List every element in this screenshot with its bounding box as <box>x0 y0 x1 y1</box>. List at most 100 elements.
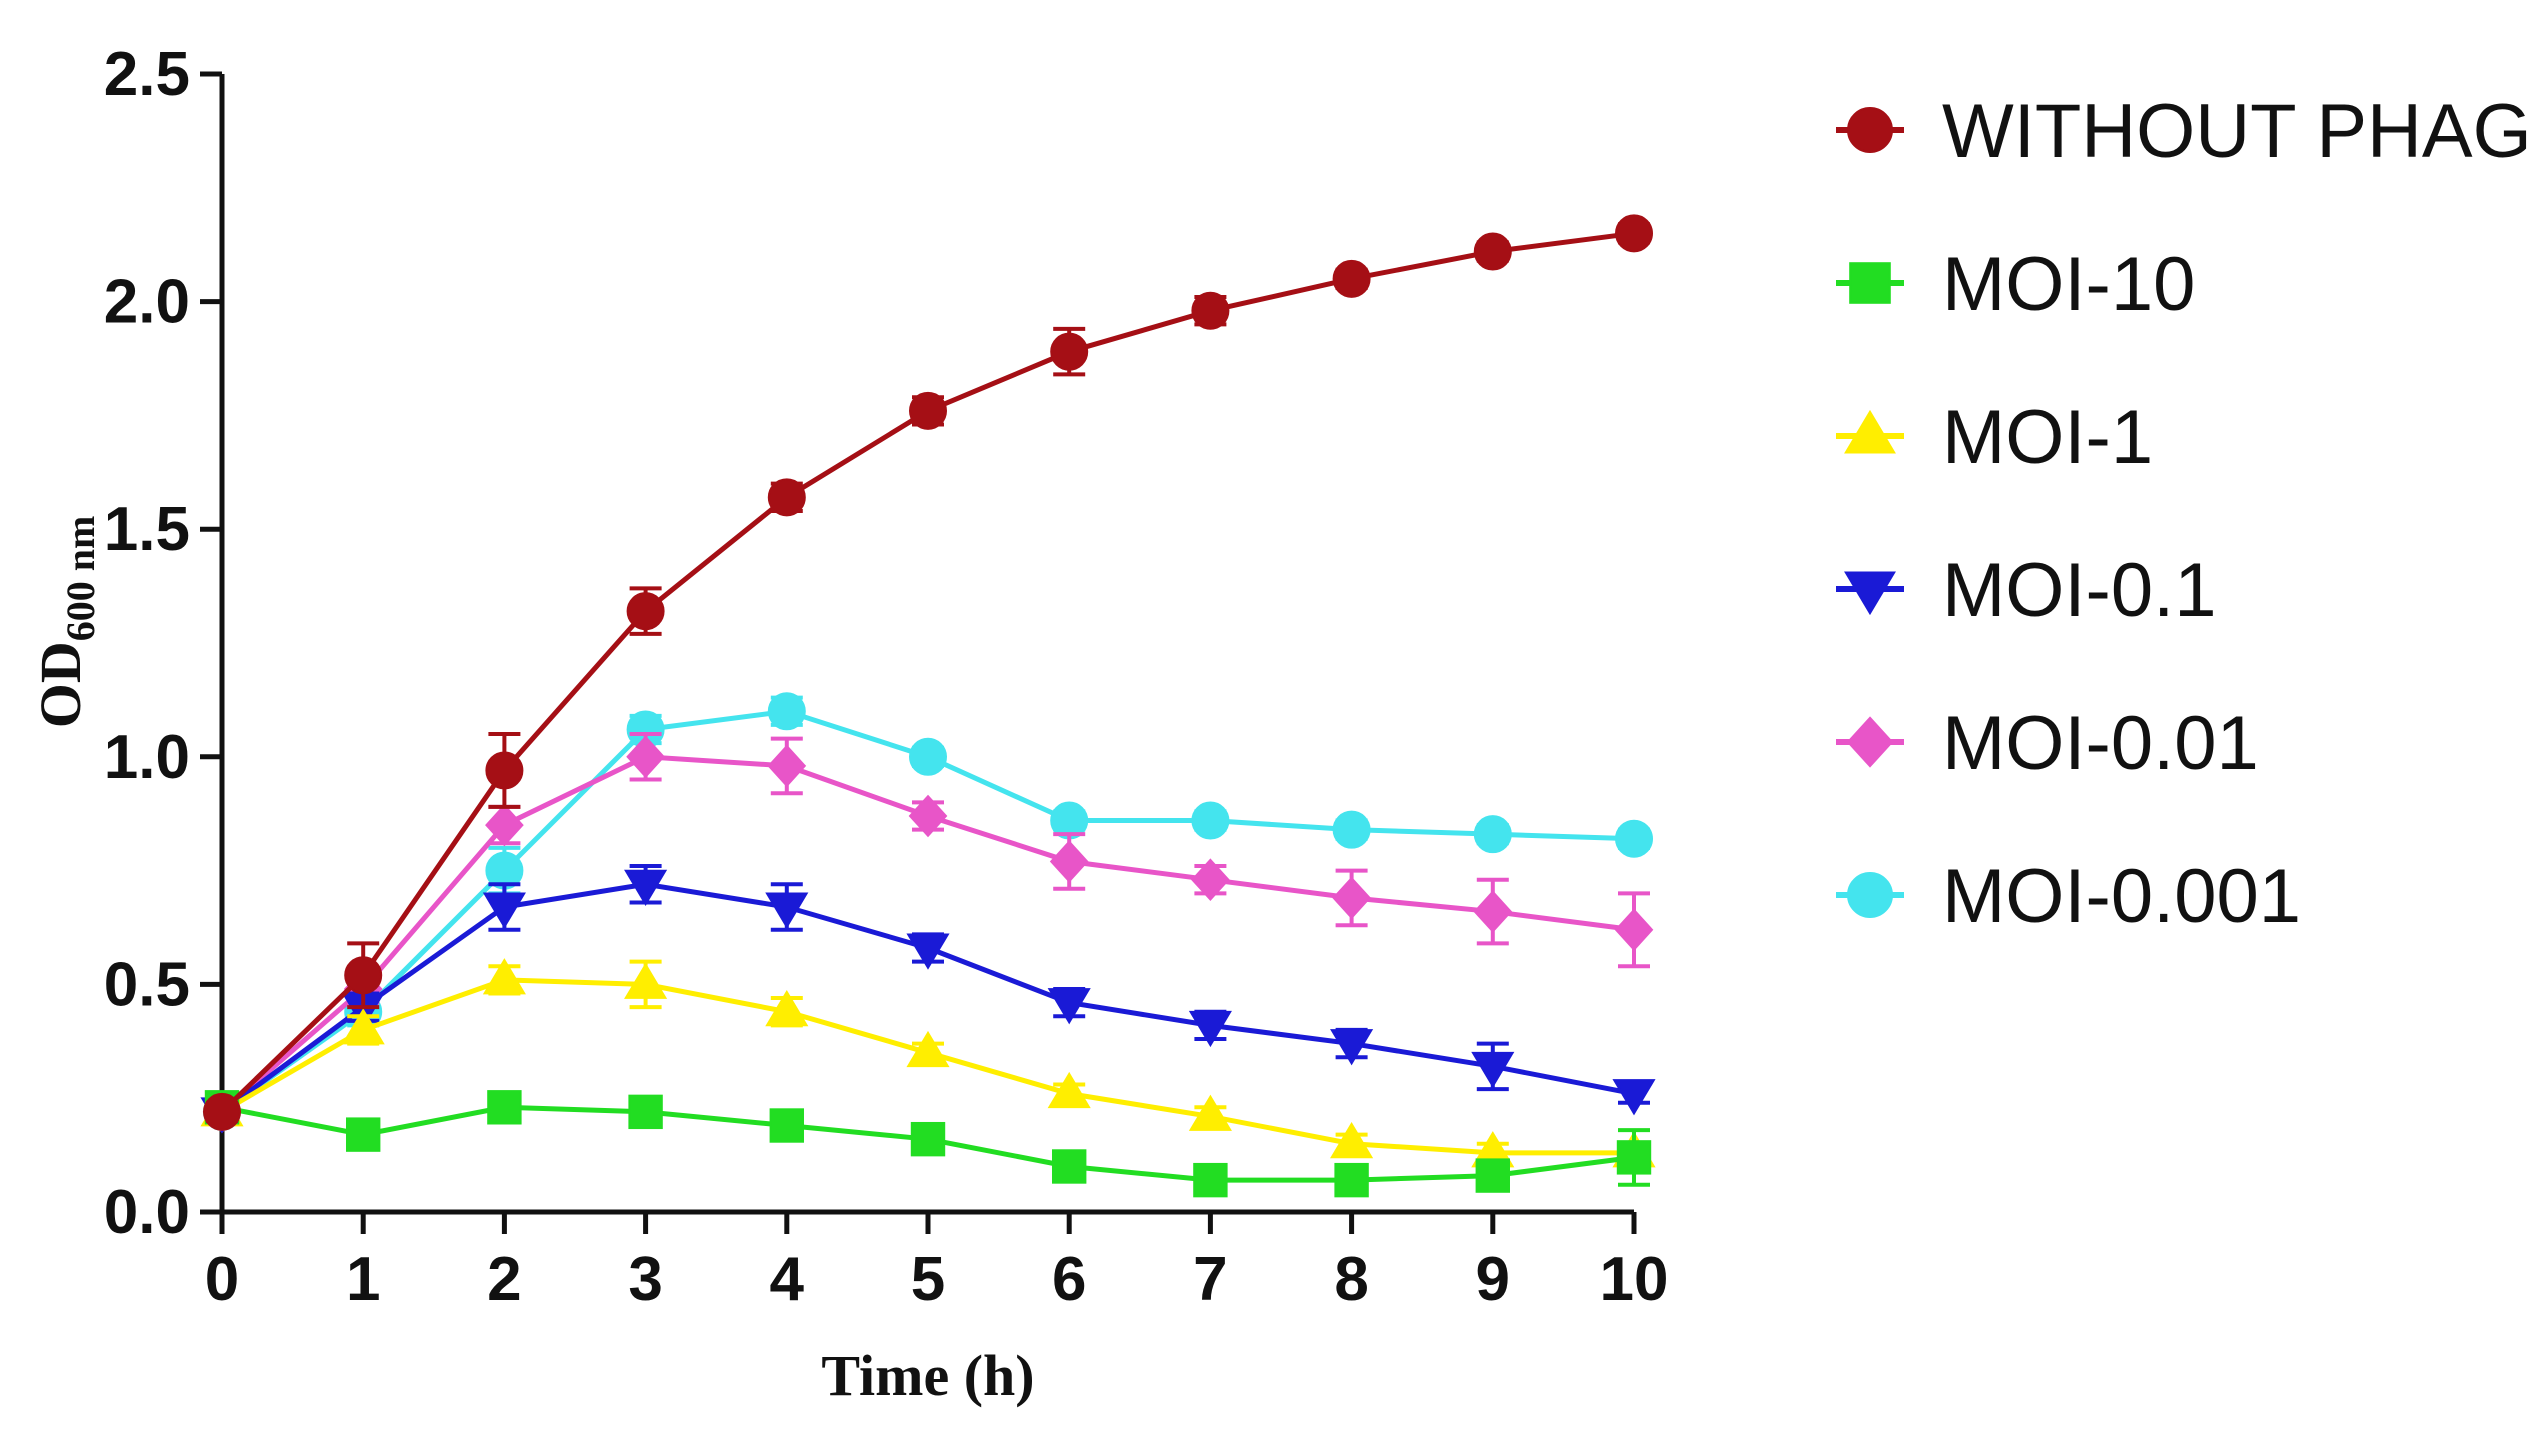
series-line <box>220 881 1635 1114</box>
data-point <box>626 592 665 631</box>
data-point <box>910 1121 946 1157</box>
data-point <box>909 391 947 430</box>
legend-label: WITHOUT PHAGE <box>1942 89 2531 174</box>
data-point <box>1193 1162 1228 1198</box>
data-point <box>1191 291 1230 330</box>
y-tick-label: 1.0 <box>104 723 190 792</box>
x-axis-title: Time (h) <box>821 1343 1034 1408</box>
y-tick-label: 0.0 <box>104 1178 190 1247</box>
data-point <box>1615 214 1653 253</box>
legend-item-moi-0-01: MOI-0.01 <box>1836 701 2259 786</box>
series-moi-10 <box>204 1090 1652 1198</box>
data-point <box>1191 801 1230 840</box>
legend-item-without-phage: WITHOUT PHAGE <box>1836 89 2531 174</box>
data-point <box>767 692 806 731</box>
data-point <box>628 1094 663 1130</box>
x-tick-label: 3 <box>628 1245 662 1314</box>
data-point <box>482 892 526 929</box>
y-tick-label: 1.5 <box>104 495 190 564</box>
data-point <box>1188 1010 1232 1048</box>
data-point <box>909 737 947 776</box>
data-point <box>908 794 948 838</box>
legend-label: MOI-0.1 <box>1942 548 2217 633</box>
legend-label: MOI-1 <box>1942 395 2153 480</box>
data-point <box>624 869 668 907</box>
data-point <box>1332 259 1371 298</box>
data-point <box>1049 840 1089 883</box>
y-axis-title-sub: 600 nm <box>58 516 103 642</box>
data-point <box>767 744 807 788</box>
data-point <box>1047 1071 1091 1109</box>
series-without-phage <box>203 214 1653 1131</box>
data-point <box>1332 876 1371 920</box>
legend-marker <box>1847 107 1893 153</box>
legend: WITHOUT PHAGE MOI-10 MOI-1 MOI-0.1 MOI-0.01 M… <box>1836 89 2531 939</box>
legend-marker <box>1849 262 1891 304</box>
data-point <box>769 1108 804 1143</box>
series-line <box>220 230 1635 1114</box>
x-tick-label: 8 <box>1334 1245 1368 1314</box>
data-point <box>767 478 806 517</box>
data-point <box>1332 810 1371 849</box>
data-point <box>626 735 665 779</box>
data-point <box>482 958 526 995</box>
data-point <box>1052 1149 1087 1184</box>
x-tick-label: 9 <box>1476 1245 1510 1314</box>
data-point <box>344 956 383 995</box>
data-point <box>341 1008 385 1045</box>
data-point <box>1612 1079 1656 1116</box>
legend-item-moi-1: MOI-1 <box>1836 395 2153 480</box>
data-point <box>1473 232 1512 271</box>
data-point <box>1047 988 1091 1025</box>
data-point <box>487 1090 522 1125</box>
data-point <box>485 803 524 847</box>
data-point <box>906 1030 950 1068</box>
data-point <box>1188 1094 1232 1131</box>
legend-label: MOI-0.001 <box>1942 854 2301 939</box>
data-point <box>1050 332 1089 371</box>
series-layer <box>200 214 1656 1198</box>
x-tick-label: 0 <box>205 1245 239 1314</box>
data-point <box>346 1117 381 1152</box>
data-point <box>1475 1158 1510 1193</box>
data-point <box>624 962 668 999</box>
y-tick-label: 2.5 <box>104 40 190 109</box>
data-point <box>203 1092 241 1131</box>
x-tick-label: 2 <box>487 1245 521 1314</box>
svg-text:OD600 nm: OD600 nm <box>28 516 103 729</box>
x-tick-label: 4 <box>770 1245 805 1314</box>
x-tick-label: 5 <box>911 1245 945 1314</box>
data-point <box>1473 890 1513 933</box>
legend-item-moi-0-001: MOI-0.001 <box>1836 854 2301 939</box>
x-tick-label: 1 <box>346 1245 380 1314</box>
axes: 0.0 0.5 1.0 1.5 2.0 2.5 0 1 2 3 4 5 6 7 8 9 10 <box>104 40 1669 1314</box>
data-point <box>1191 858 1230 901</box>
legend-marker <box>1844 571 1896 616</box>
x-tick-label: 6 <box>1052 1245 1086 1314</box>
data-point <box>1330 1029 1374 1066</box>
legend-marker <box>1846 716 1894 768</box>
legend-marker <box>1844 409 1896 454</box>
series-moi-0-01 <box>202 732 1654 1134</box>
x-tick-label: 10 <box>1600 1245 1669 1314</box>
y-tick-label: 2.0 <box>104 268 190 337</box>
data-point <box>1473 815 1512 854</box>
legend-item-moi-0-1: MOI-0.1 <box>1836 548 2217 633</box>
data-point <box>1616 1140 1652 1175</box>
y-axis-title-main: OD <box>28 641 93 728</box>
data-point <box>1614 908 1654 952</box>
data-point <box>1330 1121 1374 1159</box>
y-tick-label: 0.5 <box>104 950 190 1019</box>
data-point <box>1615 819 1653 858</box>
data-point <box>1471 1051 1515 1089</box>
legend-item-moi-10: MOI-10 <box>1836 242 2195 327</box>
legend-label: MOI-0.01 <box>1942 701 2259 786</box>
data-point <box>765 989 809 1027</box>
legend-label: MOI-10 <box>1942 242 2195 327</box>
y-axis-title: OD600 nm <box>28 516 103 729</box>
data-point <box>1334 1162 1369 1198</box>
data-point <box>485 751 524 790</box>
data-point <box>765 892 809 929</box>
x-tick-label: 7 <box>1193 1245 1227 1314</box>
